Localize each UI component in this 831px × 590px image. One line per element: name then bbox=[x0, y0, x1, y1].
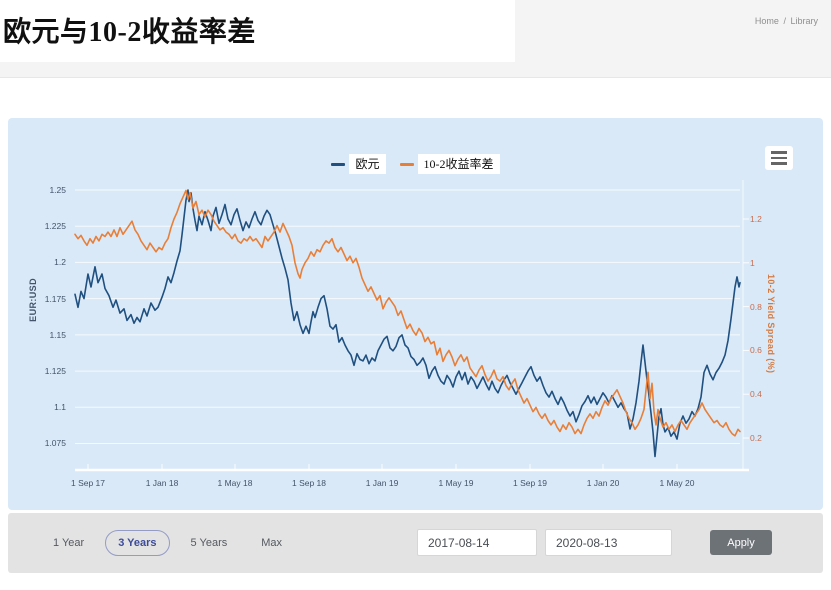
left-axis-tick-label: 1.125 bbox=[44, 366, 66, 377]
right-axis-tick-label: 0.6 bbox=[750, 345, 762, 356]
chart-panel: 欧元 10-2收益率差 EUR:USD 10-2 Yield Spread (%)… bbox=[8, 118, 823, 510]
left-axis-tick-label: 1.075 bbox=[44, 438, 66, 449]
x-axis-tick-label: 1 Jan 18 bbox=[145, 478, 179, 488]
chart-legend: 欧元 10-2收益率差 bbox=[8, 154, 823, 174]
range-3-years-button[interactable]: 3 Years bbox=[105, 530, 170, 556]
right-axis-title: 10-2 Yield Spread (%) bbox=[766, 274, 776, 374]
hamburger-icon bbox=[771, 151, 787, 154]
breadcrumb: Home / Library bbox=[755, 16, 818, 26]
range-control-bar: 1 Year 3 Years 5 Years Max Apply bbox=[8, 513, 823, 573]
right-axis-tick-label: 0.2 bbox=[750, 433, 762, 444]
top-header-band: Home / Library 欧元与10-2收益率差 bbox=[0, 0, 831, 78]
x-axis-tick-label: 1 Jan 19 bbox=[365, 478, 399, 488]
left-axis-tick-label: 1.175 bbox=[44, 293, 66, 304]
left-axis-tick-label: 1.15 bbox=[49, 329, 66, 340]
start-date-input[interactable] bbox=[417, 529, 537, 556]
right-axis-tick-label: 0.4 bbox=[750, 389, 762, 400]
x-axis-tick-label: 1 Sep 18 bbox=[291, 478, 327, 488]
legend-item[interactable]: 欧元 bbox=[331, 154, 386, 174]
range-button-group: 1 Year 3 Years 5 Years Max bbox=[40, 513, 295, 573]
right-axis-tick-label: 1 bbox=[750, 257, 755, 268]
legend-label: 欧元 bbox=[349, 154, 386, 174]
breadcrumb-separator: / bbox=[783, 16, 786, 26]
apply-button[interactable]: Apply bbox=[710, 530, 772, 555]
x-axis-tick-label: 1 Jan 20 bbox=[586, 478, 620, 488]
left-axis-tick-label: 1.2 bbox=[54, 257, 66, 268]
legend-label: 10-2收益率差 bbox=[417, 154, 500, 174]
page-title: 欧元与10-2收益率差 bbox=[3, 17, 256, 48]
x-axis-tick-label: 1 Sep 17 bbox=[70, 478, 106, 488]
eur-line bbox=[74, 189, 741, 458]
right-axis-tick-label: 0.8 bbox=[750, 301, 762, 312]
x-axis-tick-label: 1 Sep 19 bbox=[512, 478, 548, 488]
breadcrumb-home-link[interactable]: Home bbox=[754, 16, 779, 26]
x-axis-tick-label: 1 May 19 bbox=[438, 478, 474, 488]
chart-context-menu-button[interactable] bbox=[765, 146, 793, 170]
left-axis-tick-label: 1.225 bbox=[44, 221, 66, 232]
range-1-year-button[interactable]: 1 Year bbox=[40, 530, 97, 556]
legend-dash-icon bbox=[399, 162, 414, 166]
x-axis-tick-label: 1 May 18 bbox=[217, 478, 253, 488]
legend-dash-icon bbox=[331, 162, 346, 166]
range-5-years-button[interactable]: 5 Years bbox=[178, 530, 241, 556]
range-max-button[interactable]: Max bbox=[248, 530, 295, 556]
left-axis-tick-label: 1.1 bbox=[54, 402, 66, 413]
dual-axis-line-chart bbox=[74, 180, 749, 472]
left-axis-tick-label: 1.25 bbox=[49, 184, 66, 195]
title-box: 欧元与10-2收益率差 bbox=[0, 0, 515, 62]
right-axis-tick-label: 1.2 bbox=[750, 213, 762, 224]
x-axis-tick-label: 1 May 20 bbox=[659, 478, 695, 488]
spread-line bbox=[74, 189, 741, 437]
breadcrumb-library-link[interactable]: Library bbox=[790, 16, 818, 26]
end-date-input[interactable] bbox=[545, 529, 672, 556]
legend-item[interactable]: 10-2收益率差 bbox=[399, 154, 500, 174]
